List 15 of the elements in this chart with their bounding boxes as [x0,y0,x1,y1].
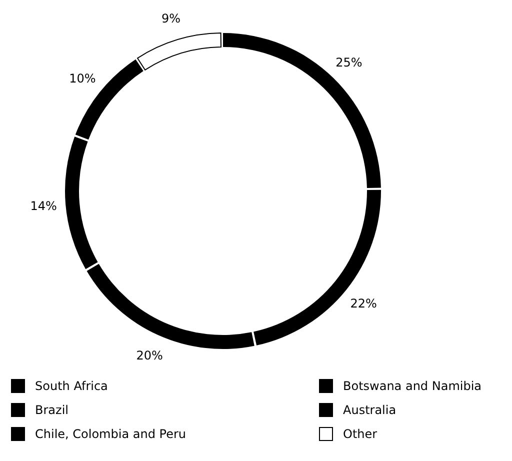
data-label: 20% [136,348,163,362]
data-label: 14% [30,198,57,213]
legend-label: Australia [343,403,396,417]
data-label: 10% [69,72,96,86]
data-label: 22% [350,296,377,310]
data-label: 9% [162,12,181,26]
donut-slice [65,136,98,270]
legend-label: Chile, Colombia and Peru [35,427,186,441]
data-label: 25% [336,55,362,70]
legend-label: South Africa [35,379,108,393]
legend-label: Brazil [35,403,68,417]
donut-slice [86,264,254,349]
legend-label: Other [343,427,378,441]
donut-slice [254,190,381,346]
legend-label: Botswana and Namibia [343,379,482,393]
